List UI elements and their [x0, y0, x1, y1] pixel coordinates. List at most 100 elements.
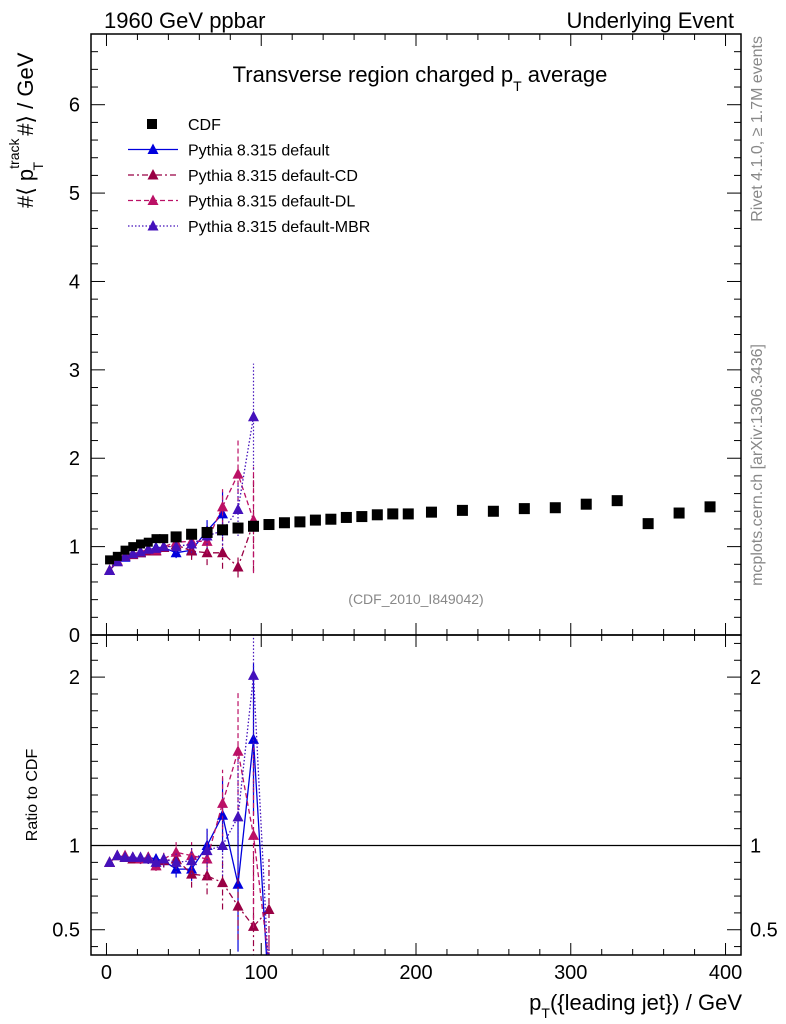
y-tick-label-main: 4 — [69, 271, 80, 293]
cdf-data-point — [325, 513, 337, 525]
data-point — [119, 550, 131, 561]
ratio-data-point — [142, 853, 154, 864]
data-point — [232, 560, 244, 572]
data-point — [232, 468, 244, 479]
ratio-data-point — [170, 856, 182, 867]
ratio-data-point — [232, 810, 244, 822]
cdf-data-point — [128, 542, 138, 552]
data-point — [142, 543, 154, 554]
cdf-data-point — [120, 545, 130, 555]
ratio-data-point — [217, 876, 229, 888]
legend-entry-label: Pythia 8.315 default-DL — [188, 194, 355, 211]
ratio-ylabel: Ratio to CDF — [24, 749, 41, 842]
y-tick-label-main: 2 — [69, 448, 80, 470]
cdf-data-point — [642, 518, 654, 530]
main-data-layer — [104, 363, 716, 578]
cdf-data-point — [309, 514, 321, 526]
ratio-data-point — [232, 900, 244, 911]
ratio-axis-ticks: 0 100 200 300 400 0.5 0.5 1 1 2 2 — [52, 635, 778, 984]
data-point — [186, 545, 198, 556]
ratio-data-point — [119, 851, 131, 862]
ratio-data-point — [217, 797, 229, 808]
cdf-data-point — [263, 519, 275, 531]
main-ylabel: #⟨ ptrack T #⟩ / GeV — [6, 52, 46, 208]
cdf-data-point — [611, 495, 623, 507]
cdf-data-point — [387, 508, 399, 520]
cdf-data-point — [356, 511, 368, 523]
cdf-data-point — [112, 551, 122, 561]
y-tick-label-main: 1 — [69, 537, 80, 559]
legend-marker — [147, 220, 159, 231]
xlabel-sub: T — [541, 1005, 550, 1021]
legend-entry-label: Pythia 8.315 default-MBR — [188, 219, 370, 236]
y-tick-label-ratio-right: 1 — [750, 836, 761, 858]
ratio-data-point — [111, 849, 123, 861]
y-tick-label-main: 3 — [69, 360, 80, 382]
header-right: Underlying Event — [566, 8, 734, 33]
ratio-panel: 0 100 200 300 400 0.5 0.5 1 1 2 2 Ratio to CDF pT(… — [24, 634, 778, 1021]
ratio-data-point — [104, 856, 116, 867]
cdf-data-point — [549, 502, 561, 514]
x-tick-label: 400 — [709, 962, 742, 984]
data-point — [111, 555, 123, 567]
cdf-data-point — [278, 517, 290, 529]
cdf-data-point — [143, 537, 153, 547]
data-point — [186, 537, 198, 549]
ratio-data-point — [263, 903, 275, 915]
ratio-data-point — [150, 856, 162, 867]
cdf-data-point — [105, 555, 115, 565]
x-tick-label: 100 — [245, 962, 278, 984]
cdf-data-point — [151, 534, 161, 544]
cdf-data-point — [487, 505, 499, 517]
ratio-data-layer — [91, 635, 741, 955]
cdf-data-point — [294, 516, 306, 528]
ratio-data-point — [217, 809, 229, 820]
ratio-data-point — [248, 669, 259, 680]
ylabel-sup: track — [6, 137, 22, 168]
xlabel-b: ({leading jet}) / GeV — [550, 990, 742, 1015]
analysis-id-annotation: (CDF_2010_I849042) — [348, 591, 483, 607]
mcplots-label: mcplots.cern.ch [arXiv:1306.3436] — [749, 344, 766, 586]
data-point — [232, 503, 244, 514]
main-axis-ticks: 0 1 2 3 4 5 6 — [69, 33, 741, 647]
ratio-data-point — [158, 853, 170, 864]
ratio-data-point — [232, 745, 244, 756]
x-axis-label: pT({leading jet}) / GeV — [529, 990, 742, 1021]
ratio-data-point — [201, 853, 213, 864]
main-title: Transverse region charged pT average — [233, 62, 608, 94]
cdf-data-point — [248, 520, 259, 532]
ylabel-a: #⟨ p — [13, 169, 38, 208]
ylabel-sub: T — [30, 161, 46, 170]
cdf-data-point — [673, 507, 685, 519]
data-point — [248, 410, 259, 422]
data-point — [217, 546, 229, 558]
x-tick-label: 200 — [399, 962, 432, 984]
data-point — [170, 540, 182, 552]
data-point — [104, 564, 116, 575]
cdf-data-point — [340, 511, 352, 523]
xlabel-a: p — [529, 990, 541, 1015]
y-tick-label-main: 0 — [69, 625, 80, 647]
y-tick-label-ratio-right: 2 — [750, 667, 761, 689]
ratio-series-line-3 — [109, 675, 269, 955]
legend-marker — [147, 143, 159, 154]
data-point — [217, 500, 229, 512]
title-text: Transverse region charged p — [233, 62, 513, 87]
title-tail: average — [522, 62, 608, 87]
ratio-data-point — [186, 854, 198, 866]
ratio-frame — [90, 634, 742, 956]
cdf-data-point — [371, 509, 383, 521]
ratio-data-point — [248, 829, 259, 840]
y-tick-label-ratio-left: 1 — [69, 836, 80, 858]
rivet-version-label: Rivet 4.1.0, ≥ 1.7M events — [749, 36, 766, 222]
ratio-data-point — [170, 846, 182, 857]
data-point — [135, 545, 147, 557]
ratio-data-point — [217, 839, 229, 851]
cdf-data-point — [402, 508, 414, 520]
ratio-data-point — [248, 733, 259, 744]
header-left: 1960 GeV ppbar — [104, 8, 265, 33]
cdf-data-point — [425, 506, 437, 518]
ratio-series-line-1 — [109, 854, 270, 928]
